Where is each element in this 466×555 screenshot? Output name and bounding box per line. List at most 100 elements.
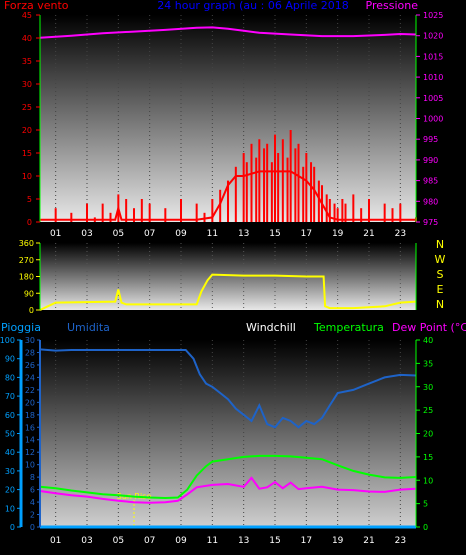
x-tick-label: 01 <box>50 229 61 239</box>
temperature-tick-label: 5 <box>423 500 428 509</box>
pressure-tick-label: 995 <box>423 135 438 144</box>
direction-series-line <box>39 273 417 311</box>
x-tick-label: 03 <box>81 536 92 546</box>
x-tick-label: 13 <box>238 229 249 239</box>
rain-tick-label: 40 <box>5 448 15 457</box>
humidity-tick-label: 26 <box>25 361 35 370</box>
temperature-tick-label: 15 <box>423 453 433 462</box>
rain-tick-label: 20 <box>5 486 15 495</box>
x-tick-label: 19 <box>332 536 344 546</box>
x-tick-label: 07 <box>144 229 155 239</box>
x-tick-label: 11 <box>207 536 218 546</box>
humidity-tick-label: 12 <box>25 448 35 457</box>
temperature-tick-label: 0 <box>423 523 428 532</box>
dewpoint-series-line <box>39 476 417 504</box>
x-tick-label: 05 <box>113 536 124 546</box>
rain-tick-label: 70 <box>5 392 15 401</box>
rain-tick-label: 100 <box>0 336 15 345</box>
pressure-tick-label: 1000 <box>423 115 443 124</box>
wind-tick-label: 45 <box>22 11 32 20</box>
x-tick-label: 19 <box>332 229 344 239</box>
rain-tick-label: 0 <box>10 523 15 532</box>
wind-tick-label: 30 <box>22 80 32 89</box>
humidity-tick-label: 22 <box>25 386 35 395</box>
x-tick-label: 21 <box>363 229 374 239</box>
x-tick-label: 21 <box>363 536 374 546</box>
compass-label: W <box>435 253 446 266</box>
compass-label: S <box>437 268 444 281</box>
wind-axis-label: Forza vento <box>4 0 69 12</box>
temperature-tick-label: 20 <box>423 430 433 439</box>
temp-humidity-plot-area <box>40 340 416 527</box>
temperature-tick-label: 30 <box>423 383 433 392</box>
x-tick-label: 23 <box>395 536 406 546</box>
rain-tick-label: 50 <box>5 430 15 439</box>
humidity-tick-label: 6 <box>30 486 35 495</box>
pressure-tick-label: 1015 <box>423 52 443 61</box>
wind-tick-label: 10 <box>22 172 32 181</box>
rain-tick-label: 80 <box>5 373 15 382</box>
humidity-tick-label: 2 <box>30 511 35 520</box>
x-tick-label: 01 <box>50 536 61 546</box>
humidity-tick-label: 24 <box>25 373 35 382</box>
wind-tick-label: 20 <box>22 126 32 135</box>
direction-tick-label: 180 <box>19 273 34 282</box>
pressure-tick-label: 985 <box>423 177 438 186</box>
pressure-axis-label: Pressione <box>366 0 419 12</box>
humidity-tick-label: 18 <box>25 411 35 420</box>
pressure-tick-label: 1025 <box>423 11 443 20</box>
x-tick-label: 09 <box>175 536 187 546</box>
pressure-tick-label: 1010 <box>423 73 443 82</box>
rain-tick-label: 60 <box>5 411 15 420</box>
windchill-label: Windchill <box>246 321 296 334</box>
humidity-tick-label: 0 <box>30 523 35 532</box>
humidity-axis-label: Umidita <box>67 321 110 334</box>
humidity-tick-label: 20 <box>25 398 35 407</box>
rain-tick-label: 30 <box>5 467 15 476</box>
direction-tick-label: 270 <box>19 256 34 265</box>
x-tick-label: 03 <box>81 229 92 239</box>
temperature-tick-label: 25 <box>423 406 433 415</box>
temperature-tick-label: 35 <box>423 359 433 368</box>
wind-tick-label: 25 <box>22 103 32 112</box>
wind-tick-label: 15 <box>22 149 32 158</box>
compass-label: E <box>437 283 444 296</box>
rain-tick-label: 10 <box>5 504 15 513</box>
x-tick-label: 15 <box>269 229 280 239</box>
humidity-series-line <box>39 348 417 429</box>
wind-tick-label: 5 <box>27 195 32 204</box>
humidity-tick-label: 4 <box>30 498 35 507</box>
humidity-tick-label: 30 <box>25 336 35 345</box>
pressure-tick-label: 980 <box>423 197 438 206</box>
x-tick-label: 17 <box>301 536 312 546</box>
humidity-tick-label: 14 <box>25 436 35 445</box>
humidity-tick-label: 8 <box>30 473 35 482</box>
direction-tick-label: 0 <box>29 306 34 315</box>
wind-tick-label: 0 <box>27 218 32 227</box>
temperature-label: Temperatura <box>313 321 384 334</box>
rain-tick-label: 90 <box>5 355 15 364</box>
chart-title: 24 hour graph (au : 06 Aprile 2018 <box>157 0 348 12</box>
x-tick-label: 09 <box>175 229 187 239</box>
wind-direction-plot-area <box>40 243 416 310</box>
compass-label: N <box>436 238 444 251</box>
rain-axis-label: Pioggia <box>1 321 41 334</box>
wind-tick-label: 35 <box>22 57 32 66</box>
pressure-tick-label: 1005 <box>423 94 443 103</box>
direction-tick-label: 90 <box>24 289 34 298</box>
wind-tick-label: 40 <box>22 34 32 43</box>
pressure-tick-label: 1020 <box>423 32 443 41</box>
x-tick-label: 07 <box>144 536 155 546</box>
pressure-tick-label: 990 <box>423 156 438 165</box>
humidity-tick-label: 10 <box>25 461 35 470</box>
compass-label: N <box>436 298 444 311</box>
temperature-tick-label: 40 <box>423 336 433 345</box>
temperature-series-line <box>39 454 417 500</box>
x-tick-label: 23 <box>395 229 406 239</box>
x-tick-label: 05 <box>113 229 124 239</box>
x-tick-label: 15 <box>269 536 280 546</box>
x-tick-label: 11 <box>207 229 218 239</box>
direction-tick-label: 360 <box>19 239 34 248</box>
pressure-series-line <box>39 26 417 39</box>
